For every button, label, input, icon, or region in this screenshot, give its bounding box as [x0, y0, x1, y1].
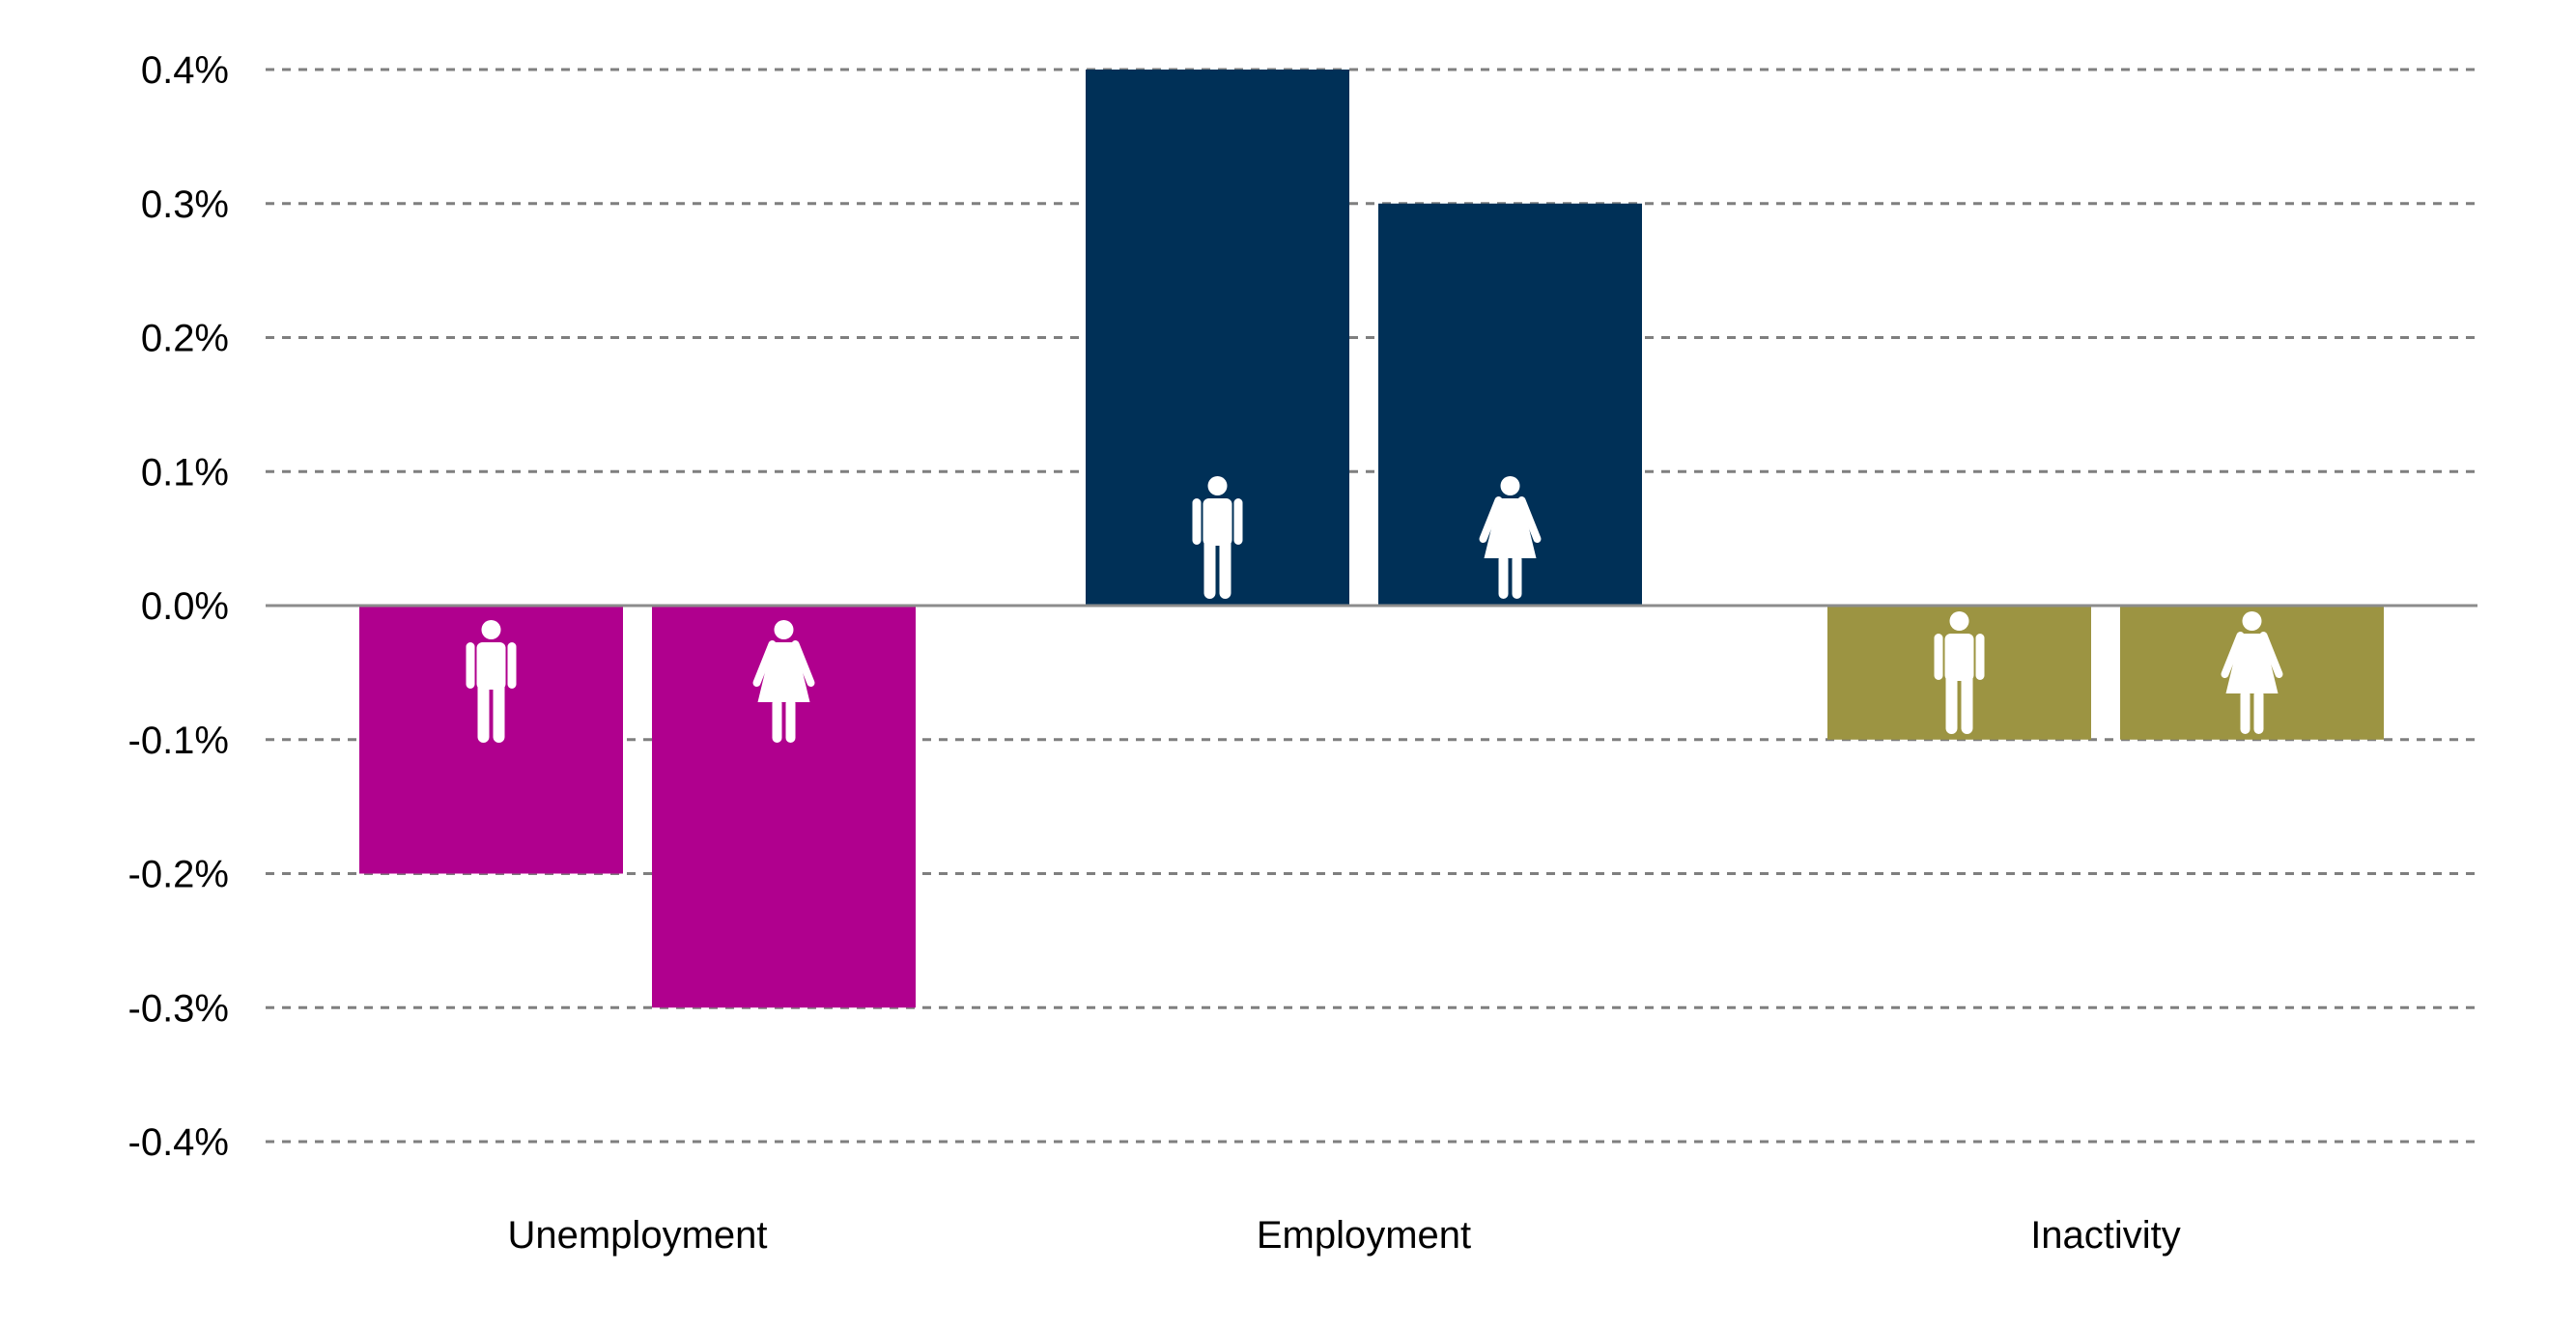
female-figure-icon — [1479, 476, 1542, 599]
x-axis-categories: Unemployment Employment Inactivity — [507, 1214, 2180, 1257]
male-figure-icon — [1934, 611, 1985, 734]
male-figure-icon — [466, 620, 517, 743]
y-tick-label: 0.3% — [141, 184, 229, 226]
x-category-label: Inactivity — [2030, 1214, 2181, 1257]
y-tick-label: -0.3% — [128, 987, 230, 1030]
x-category-label: Employment — [1257, 1214, 1471, 1257]
bars — [359, 70, 2384, 1008]
y-tick-label: -0.4% — [128, 1121, 230, 1164]
y-tick-label: 0.0% — [141, 585, 229, 628]
female-figure-icon — [2221, 611, 2283, 734]
y-axis-ticks: 0.4% 0.3% 0.2% 0.1% 0.0% -0.1% -0.2% -0.3% -0.4% — [128, 49, 230, 1164]
male-figure-icon — [1192, 476, 1243, 599]
y-tick-label: 0.4% — [141, 49, 229, 92]
y-tick-label: 0.1% — [141, 451, 229, 494]
x-category-label: Unemployment — [507, 1214, 767, 1257]
y-tick-label: -0.2% — [128, 854, 230, 896]
gridlines — [266, 68, 2477, 1144]
y-tick-label: -0.1% — [128, 720, 230, 762]
y-tick-label: 0.2% — [141, 318, 229, 360]
female-figure-icon — [752, 620, 815, 743]
